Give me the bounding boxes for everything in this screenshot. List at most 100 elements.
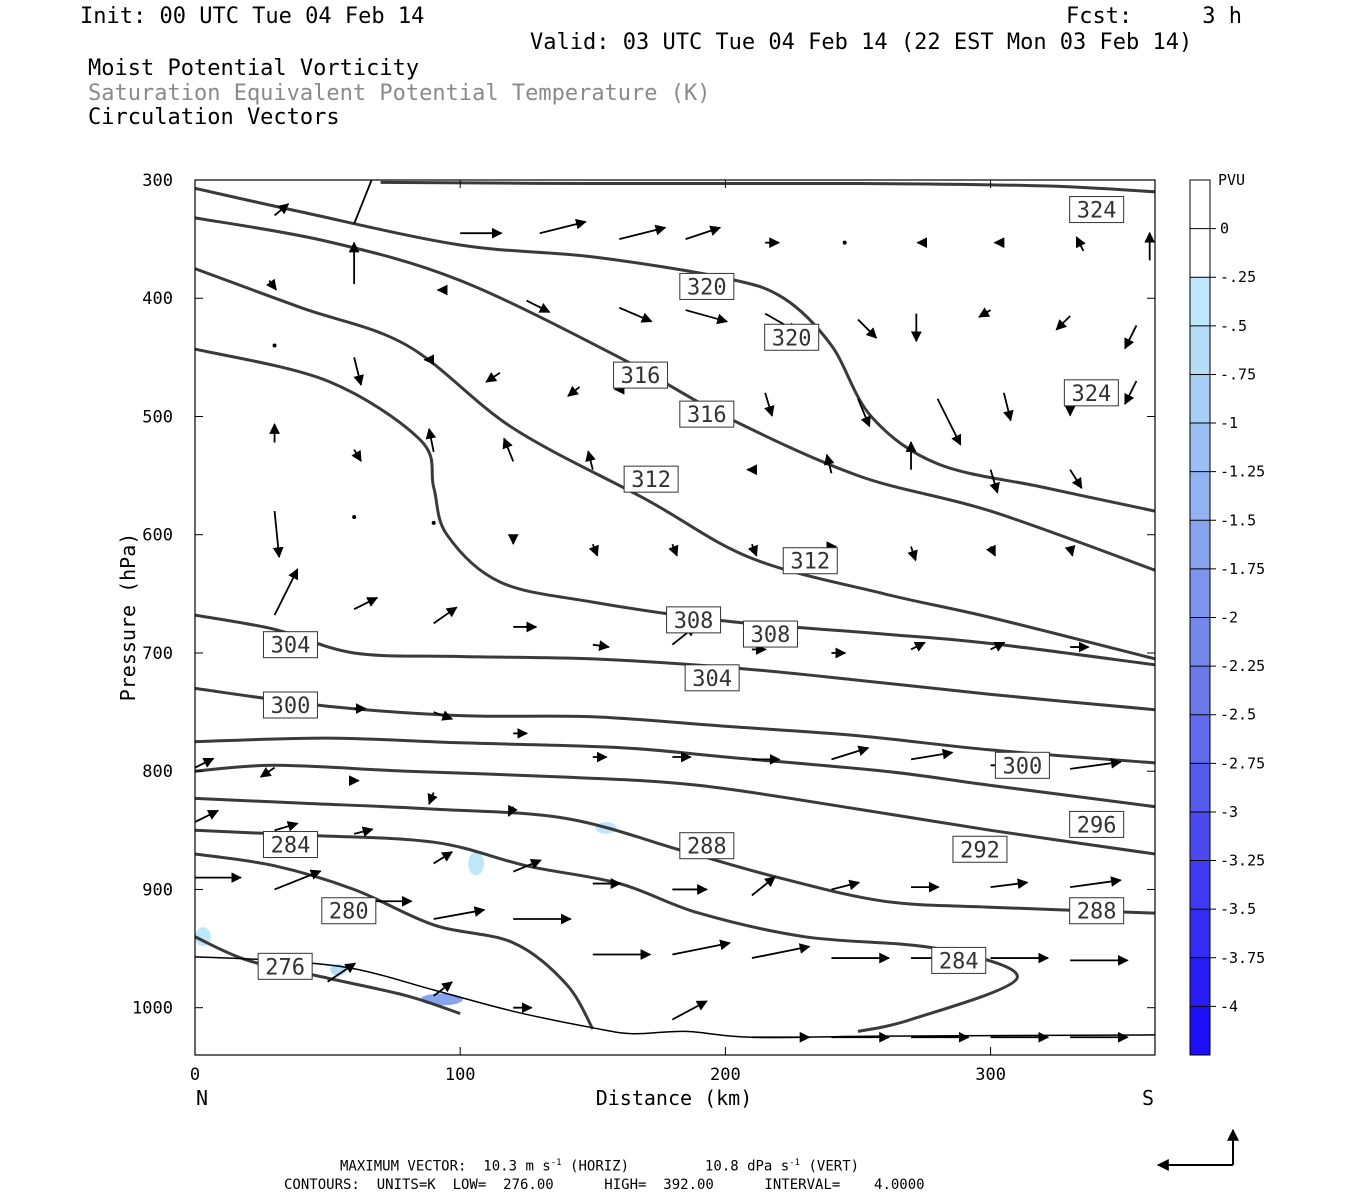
colorbar-swatch xyxy=(1189,276,1211,327)
circulation-vector xyxy=(433,606,458,625)
colorbar-label: -.5 xyxy=(1220,317,1247,335)
pv-region xyxy=(420,993,463,1006)
contour-label: 284 xyxy=(931,946,987,974)
forecast-value: 3 h xyxy=(1202,4,1242,29)
contour-324 xyxy=(380,180,1155,194)
circulation-vector xyxy=(485,371,501,383)
circulation-vector xyxy=(502,437,515,462)
circulation-vector xyxy=(266,278,277,291)
circulation-vector xyxy=(685,309,729,325)
contour-label: 284 xyxy=(262,831,318,859)
circulation-vector xyxy=(1069,469,1083,490)
svg-text:288: 288 xyxy=(687,835,727,860)
circulation-vector xyxy=(195,757,215,769)
contour-label: 276 xyxy=(257,952,313,980)
circulation-vector xyxy=(842,240,847,245)
svg-text:320: 320 xyxy=(772,326,812,351)
circulation-vector xyxy=(353,180,373,225)
svg-text:312: 312 xyxy=(790,550,830,575)
circulation-vector xyxy=(273,203,290,217)
circulation-vector xyxy=(259,766,276,778)
circulation-vector xyxy=(989,469,1000,494)
circulation-vector xyxy=(433,710,454,721)
pv-region xyxy=(468,851,485,876)
circulation-vector xyxy=(751,943,811,959)
circulation-vector xyxy=(592,640,610,651)
colorbar-swatch xyxy=(1189,617,1211,667)
circulation-vector xyxy=(990,641,1006,652)
circulation-vector xyxy=(1075,236,1086,252)
svg-text:320: 320 xyxy=(687,275,727,300)
circulation-vector xyxy=(857,398,871,428)
circulation-vector xyxy=(1064,545,1076,557)
circulation-vector xyxy=(272,510,284,559)
svg-text:300: 300 xyxy=(271,694,311,719)
y-tick-label: 400 xyxy=(142,289,173,309)
circulation-vector xyxy=(910,748,954,761)
svg-text:324: 324 xyxy=(1071,382,1111,407)
svg-text:324: 324 xyxy=(1077,199,1117,224)
forecast-hour: Fcst: 3 h xyxy=(1066,6,1242,28)
colorbar-swatch xyxy=(1189,811,1211,861)
contour-label: 312 xyxy=(623,465,679,493)
circulation-vector xyxy=(433,981,453,997)
contour-280 xyxy=(195,852,595,1030)
y-tick-label: 900 xyxy=(142,880,173,900)
contour-label: 296 xyxy=(1069,810,1125,838)
circulation-vector xyxy=(672,939,731,956)
colorbar-swatch xyxy=(1189,714,1211,764)
circulation-vector xyxy=(526,299,551,313)
circulation-vector xyxy=(512,858,542,873)
contour-label: 304 xyxy=(262,631,318,659)
svg-text:296: 296 xyxy=(1077,813,1117,838)
circulation-vector xyxy=(433,851,453,865)
colorbar-swatch xyxy=(1189,422,1211,472)
x-end-label-s: S xyxy=(1142,1086,1154,1110)
circulation-vector xyxy=(195,809,219,823)
circulation-vector xyxy=(272,343,277,348)
forecast-label: Fcst: xyxy=(1066,4,1133,29)
svg-text:316: 316 xyxy=(687,403,727,428)
colorbar-label: -1 xyxy=(1220,414,1238,432)
svg-text:276: 276 xyxy=(265,955,305,980)
circulation-vector xyxy=(619,224,667,240)
circulation-vector xyxy=(823,453,835,474)
y-tick-label: 300 xyxy=(142,171,173,191)
circulation-vector xyxy=(910,641,926,652)
circulation-vector xyxy=(685,225,722,240)
colorbar-label: -3 xyxy=(1220,803,1238,821)
x-tick-label: 200 xyxy=(710,1065,741,1085)
circulation-vector xyxy=(978,307,992,318)
y-tick-label: 700 xyxy=(142,644,173,664)
colorbar-swatch xyxy=(1189,763,1211,813)
y-tick-label: 1000 xyxy=(132,999,173,1019)
x-tick-label: 0 xyxy=(190,1065,200,1085)
contour-296 xyxy=(195,736,1155,809)
field-title-theta-es: Saturation Equivalent Potential Temperat… xyxy=(88,81,711,106)
contour-label: 308 xyxy=(666,606,722,634)
svg-text:316: 316 xyxy=(621,364,661,389)
circulation-vector xyxy=(425,427,437,453)
circulation-vector xyxy=(1124,380,1138,405)
contour-label: 324 xyxy=(1063,379,1119,407)
circulation-vector xyxy=(567,385,581,397)
contour-308 xyxy=(195,347,1155,667)
contour-292 xyxy=(195,763,1155,856)
contour-304 xyxy=(195,613,1155,712)
circulation-vector xyxy=(353,596,379,611)
pv-colorbar: PVU 0 -.25 -.5 -.75 -1 -1.25 -1.5 -1.75 -2 -2.25 -2… xyxy=(1189,171,1265,1056)
contour-info: CONTOURS: UNITS=K LOW= 276.00 HIGH= 392.… xyxy=(284,1177,925,1193)
svg-text:288: 288 xyxy=(1077,900,1117,925)
colorbar-swatch xyxy=(1189,325,1211,375)
contour-288 xyxy=(195,796,1155,915)
svg-text:308: 308 xyxy=(674,609,714,634)
circulation-vector xyxy=(274,821,299,832)
contour-label: 280 xyxy=(321,897,377,925)
y-tick-label: 500 xyxy=(142,407,173,427)
contour-labels: 324 324 320 320 316 316 312 312 308 308 304 304 300 3… xyxy=(257,196,1125,980)
colorbar-label: -2.25 xyxy=(1220,657,1265,675)
contour-300 xyxy=(195,686,1155,765)
circulation-vector xyxy=(1124,325,1138,350)
contour-312 xyxy=(195,267,1155,661)
